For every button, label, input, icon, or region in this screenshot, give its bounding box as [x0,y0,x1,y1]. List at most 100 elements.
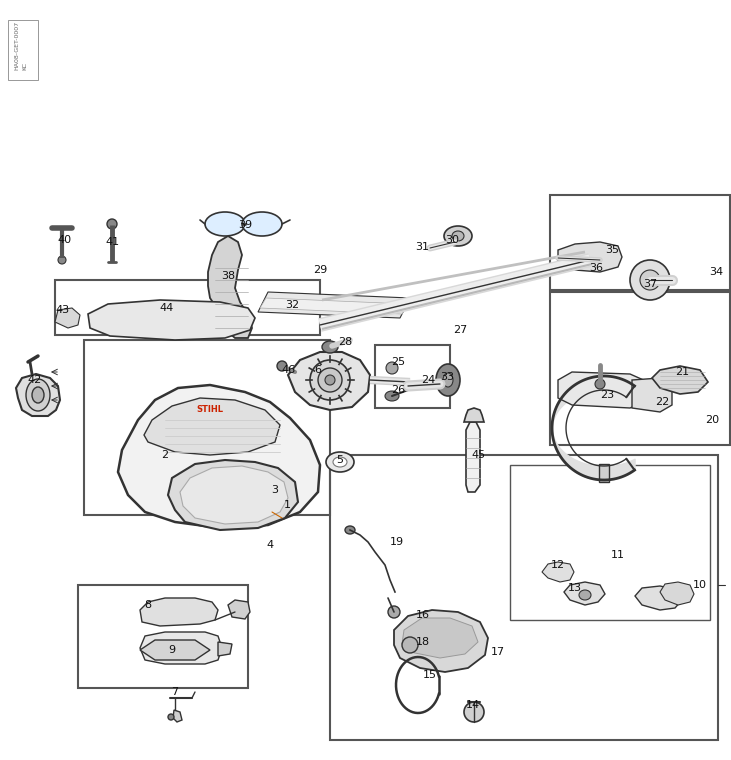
Polygon shape [118,385,320,528]
Polygon shape [288,352,370,410]
Polygon shape [660,582,694,605]
Polygon shape [464,408,484,422]
Polygon shape [632,378,672,412]
Ellipse shape [452,231,464,241]
Ellipse shape [325,375,335,385]
Text: 12: 12 [551,560,565,570]
Text: 26: 26 [391,385,405,395]
Ellipse shape [32,387,44,403]
Text: 9: 9 [168,645,175,655]
Polygon shape [402,618,478,658]
Text: 11: 11 [611,550,625,560]
Ellipse shape [630,260,670,300]
Polygon shape [168,460,298,530]
Ellipse shape [444,226,472,246]
Polygon shape [558,372,648,408]
Text: 24: 24 [421,375,435,385]
Ellipse shape [436,364,460,396]
Bar [550,292,730,445]
Polygon shape [394,610,488,672]
Ellipse shape [318,368,342,392]
Bar [55,280,320,335]
Ellipse shape [277,361,287,371]
Text: 40: 40 [58,235,72,245]
Ellipse shape [579,590,591,600]
Text: 21: 21 [675,367,689,377]
Text: 32: 32 [285,300,299,310]
Bar [375,345,450,408]
Text: 33: 33 [440,372,454,382]
Bar [78,585,248,688]
Polygon shape [260,298,408,314]
Bar [550,195,730,290]
Polygon shape [599,464,609,482]
Text: 25: 25 [391,357,405,367]
Text: 10: 10 [693,580,707,590]
Text: 13: 13 [568,583,582,593]
Text: 15: 15 [423,670,437,680]
Ellipse shape [58,256,66,264]
Text: 37: 37 [643,279,657,289]
Polygon shape [180,466,288,524]
Ellipse shape [640,270,660,290]
Ellipse shape [326,452,354,472]
Text: KC: KC [22,62,27,70]
Text: 39: 39 [238,220,252,230]
Text: 44: 44 [160,303,174,313]
Polygon shape [564,582,605,605]
Text: 34: 34 [709,267,723,277]
Text: 2: 2 [162,450,169,460]
Polygon shape [258,292,410,318]
Text: 20: 20 [705,415,719,425]
Text: 45: 45 [471,450,485,460]
Text: 22: 22 [655,397,669,407]
Text: 4: 4 [266,540,273,550]
Text: 8: 8 [145,600,151,610]
Text: 31: 31 [415,242,429,252]
Ellipse shape [443,373,453,387]
Text: 18: 18 [416,637,430,647]
Ellipse shape [242,212,282,236]
Text: 36: 36 [589,263,603,273]
Text: 16: 16 [416,610,430,620]
Polygon shape [173,710,182,722]
Polygon shape [140,640,210,660]
Polygon shape [542,562,574,582]
Ellipse shape [402,637,418,653]
Ellipse shape [205,212,245,236]
Polygon shape [16,374,60,416]
Polygon shape [228,600,250,619]
Polygon shape [635,586,682,610]
Text: 38: 38 [221,271,235,281]
Ellipse shape [385,391,399,401]
Text: 27: 27 [453,325,467,335]
Polygon shape [218,642,232,656]
Text: 46: 46 [281,365,295,375]
Text: 35: 35 [605,245,619,255]
Ellipse shape [388,606,400,618]
Text: 5: 5 [336,455,344,465]
Text: 28: 28 [338,337,352,347]
Polygon shape [140,598,218,626]
Text: HA08-GET-0007: HA08-GET-0007 [14,21,19,70]
Ellipse shape [333,457,347,467]
Ellipse shape [322,341,338,353]
Ellipse shape [107,219,117,229]
Ellipse shape [310,360,350,400]
Ellipse shape [386,362,398,374]
Text: 19: 19 [390,537,404,547]
Ellipse shape [168,714,174,720]
Bar [84,340,330,515]
Polygon shape [652,366,708,394]
Text: 29: 29 [313,265,327,275]
Text: 14: 14 [466,700,480,710]
Text: 7: 7 [172,687,178,697]
Polygon shape [144,398,280,455]
Text: 17: 17 [491,647,505,657]
Text: STIHL: STIHL [197,406,224,414]
Text: 3: 3 [271,485,279,495]
Polygon shape [558,242,622,272]
Text: 23: 23 [600,390,614,400]
Bar [330,455,718,740]
Polygon shape [88,300,255,340]
